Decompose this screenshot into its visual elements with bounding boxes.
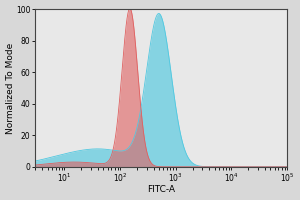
Y-axis label: Normalized To Mode: Normalized To Mode <box>6 42 15 134</box>
X-axis label: FITC-A: FITC-A <box>147 185 175 194</box>
